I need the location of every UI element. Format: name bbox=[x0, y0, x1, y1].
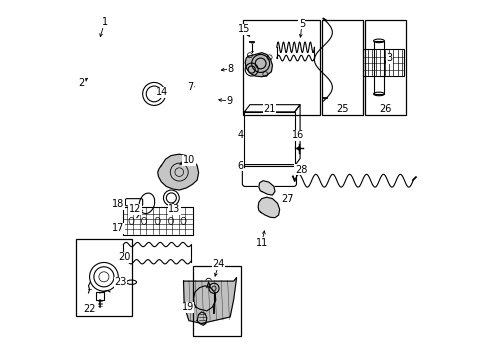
Bar bbox=[364, 21, 405, 116]
Bar bbox=[96, 292, 104, 300]
Polygon shape bbox=[158, 154, 198, 190]
Text: 14: 14 bbox=[156, 87, 168, 97]
Polygon shape bbox=[197, 312, 206, 325]
Text: 4: 4 bbox=[237, 130, 243, 140]
Text: 13: 13 bbox=[168, 204, 181, 215]
Text: 27: 27 bbox=[281, 194, 293, 204]
Text: 6: 6 bbox=[237, 161, 243, 171]
Bar bbox=[122, 207, 192, 234]
Bar bbox=[373, 41, 384, 94]
Text: 24: 24 bbox=[212, 259, 224, 269]
Text: 7: 7 bbox=[186, 82, 193, 92]
Text: 17: 17 bbox=[112, 224, 124, 233]
Bar bbox=[192, 266, 241, 336]
Text: 5: 5 bbox=[298, 19, 305, 29]
Bar bbox=[244, 112, 294, 166]
Text: 20: 20 bbox=[118, 252, 130, 262]
Text: 9: 9 bbox=[226, 96, 232, 106]
Polygon shape bbox=[244, 53, 272, 77]
Polygon shape bbox=[193, 286, 215, 311]
Circle shape bbox=[297, 147, 300, 150]
Bar bbox=[242, 21, 319, 116]
Bar bbox=[76, 239, 131, 316]
Text: 12: 12 bbox=[129, 204, 141, 215]
Text: 15: 15 bbox=[238, 24, 250, 35]
Text: 18: 18 bbox=[112, 199, 124, 210]
Polygon shape bbox=[258, 181, 274, 195]
Text: 8: 8 bbox=[226, 64, 233, 74]
Text: 2: 2 bbox=[78, 78, 84, 88]
Bar bbox=[321, 21, 362, 116]
Bar bbox=[362, 49, 403, 76]
Text: 19: 19 bbox=[182, 302, 194, 312]
Text: 16: 16 bbox=[291, 130, 304, 140]
Text: 28: 28 bbox=[294, 165, 307, 175]
Polygon shape bbox=[258, 197, 279, 218]
Text: 11: 11 bbox=[255, 238, 267, 248]
Text: 25: 25 bbox=[335, 104, 348, 114]
Polygon shape bbox=[183, 278, 236, 323]
Text: 10: 10 bbox=[183, 155, 195, 165]
Text: 21: 21 bbox=[263, 104, 275, 114]
Text: 22: 22 bbox=[83, 304, 96, 314]
Text: 23: 23 bbox=[114, 277, 127, 287]
Text: 1: 1 bbox=[102, 17, 107, 27]
Text: 26: 26 bbox=[379, 104, 391, 114]
Text: 3: 3 bbox=[386, 53, 392, 63]
